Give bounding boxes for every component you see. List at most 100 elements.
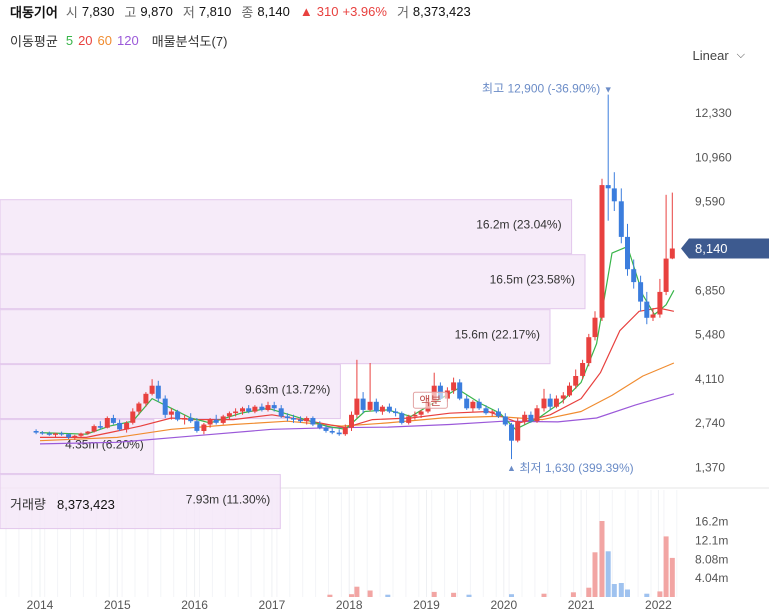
profile-label: 16.2m (23.04%) [476,218,561,232]
candle-body [541,398,547,409]
candle-body [495,411,501,417]
ma20-line [40,307,675,438]
price-axis: 1,370 2,740 4,110 5,480 6,850 9,590 10,960 12,3… [681,106,769,475]
price-tick-label: 12,330 [695,106,732,120]
profile-label: 4.35m (6.20%) [65,438,144,452]
open-value: 7,830 [81,3,115,19]
change-percent: +3.96% [342,3,387,19]
candle-body [515,421,521,441]
price-tick-label: 6,850 [695,283,725,297]
candle-body [78,433,84,436]
low-marker-text: 최저 1,630 (399.39%) [520,461,634,475]
candle-body [110,418,116,423]
candle-body [323,427,329,431]
volume-panel-value: 8,373,423 [57,497,115,512]
price-tick-label: 1,370 [695,461,725,475]
candle-body [291,418,296,420]
scale-selector[interactable]: Linear ⌵ [693,48,745,63]
distribution-toggle[interactable]: 매물분석도(7) [151,33,228,49]
candle-body [162,398,168,415]
profile-label: 15.6m (22.17%) [455,328,540,342]
candle-body [618,201,624,237]
time-tick-label: 2015 [104,598,131,612]
candle-body [567,385,572,396]
candles [33,94,675,460]
candle-body [220,416,226,423]
volume-bar [367,590,373,597]
ma-60[interactable]: 60 [97,32,113,48]
close-label: 종 [241,4,254,20]
candle-body [534,408,540,422]
candle-body [188,418,194,422]
low-value: 7,810 [198,3,232,19]
volume-bar [509,594,514,597]
volume-bar [625,589,630,597]
volume-panel-title: 거래량 [10,497,46,512]
candle-body [522,414,528,422]
volume-bar [327,594,333,597]
candle-body [586,337,592,364]
candle-body [46,433,52,435]
price-tick-label: 10,960 [695,150,732,164]
candle-body [310,418,316,425]
ma-120[interactable]: 120 [117,32,139,48]
candle-body [182,418,188,420]
candle-body [509,424,514,441]
candle-body [360,398,366,410]
candle-body [349,414,354,428]
candle-body [418,411,424,415]
low-label: 저 [182,4,195,20]
candle-body [130,411,136,423]
volume-tick-label: 4.04m [695,571,728,585]
candle-body [136,403,142,412]
volume-panel: 거래량 8,373,423 4.04m 8.08m 12.1m 16.2m [10,497,728,597]
volume-bar [466,594,472,597]
volume-bar [385,594,391,597]
candle-body [393,411,399,414]
profile-band [0,474,281,530]
ma-5[interactable]: 5 [65,32,74,48]
candle-body [72,435,78,438]
time-tick-label: 2014 [27,598,54,612]
candle-body [451,382,457,391]
candle-body [53,433,58,435]
candle-body [240,408,245,412]
volume-tick-label: 16.2m [695,515,728,529]
scale-mode: Linear [692,48,729,63]
candle-body [265,405,271,410]
ma60-line [39,362,675,442]
candle-body [592,317,598,338]
ma120-line [39,393,675,445]
time-tick-label: 2022 [645,598,672,612]
volume-profile: 16.2m (23.04%) 16.5m (23.58%) 15.6m (22.17… [0,199,586,530]
candle-body [502,416,508,425]
price-header: 대동기어 시 7,830 고 9,870 저 7,810 종 8,140 ▲ 3… [10,0,477,22]
time-axis: 2014 2015 2016 2017 2018 2019 2020 2021 2022 [27,598,672,612]
candle-body [470,401,476,409]
price-tick-label: 4,110 [695,372,724,386]
candle-body [580,363,586,376]
ma-20[interactable]: 20 [78,32,93,48]
candle-body [124,422,130,430]
volume-label: 거 [396,4,409,20]
candle-body [207,419,213,425]
candle-body [104,418,110,428]
candle-body [66,434,72,438]
candle-body [213,419,219,423]
candle-body [599,185,605,318]
candle-body [573,376,579,386]
candle-body [483,408,489,414]
candle-body [155,385,161,399]
profile-label: 7.93m (11.30%) [186,493,271,507]
high-label: 고 [124,4,137,20]
ma-label: 이동평균 [10,33,58,49]
volume-bar [599,521,605,597]
time-tick-label: 2017 [259,598,286,612]
candle-body [336,432,342,435]
profile-label: 9.63m (13.72%) [245,383,330,397]
volume-bar [644,593,650,597]
current-price-label: 8,140 [695,241,728,256]
candle-body [476,401,482,409]
volume-bar [611,584,617,597]
